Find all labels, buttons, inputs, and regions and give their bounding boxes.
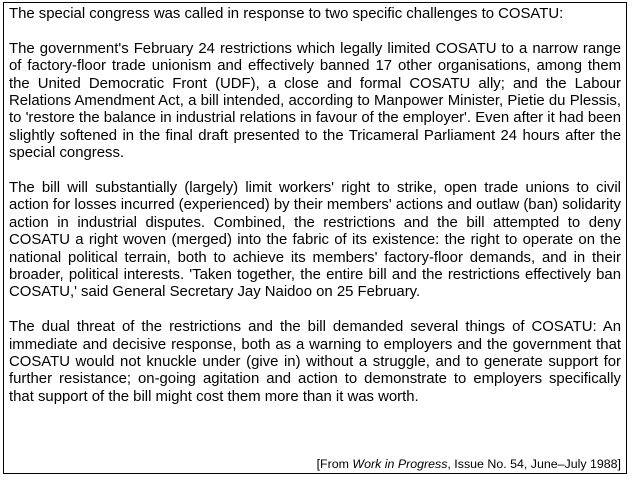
- text-box: The special congress was called in respo…: [3, 2, 627, 474]
- source-title: Work in Progress: [352, 457, 448, 471]
- paragraph-restrictions: The government's February 24 restriction…: [9, 40, 621, 162]
- source-citation: [From Work in Progress, Issue No. 54, Ju…: [317, 457, 621, 471]
- source-prefix: [From: [316, 457, 353, 471]
- paragraph-dual-threat: The dual threat of the restrictions and …: [9, 319, 621, 405]
- intro-sentence: The special congress was called in respo…: [9, 6, 564, 22]
- source-suffix: , Issue No. 54, June–July 1988]: [447, 457, 621, 471]
- paragraph-bill: The bill will substantially (largely) li…: [9, 180, 621, 301]
